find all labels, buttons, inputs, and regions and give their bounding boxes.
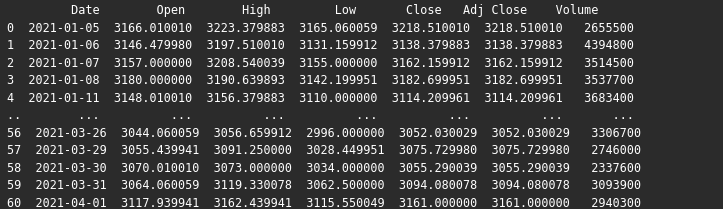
Text: Date        Open        High         Low       Close   Adj Close    Volume
0  20: Date Open High Low Close Adj Close Volum… xyxy=(7,4,641,209)
